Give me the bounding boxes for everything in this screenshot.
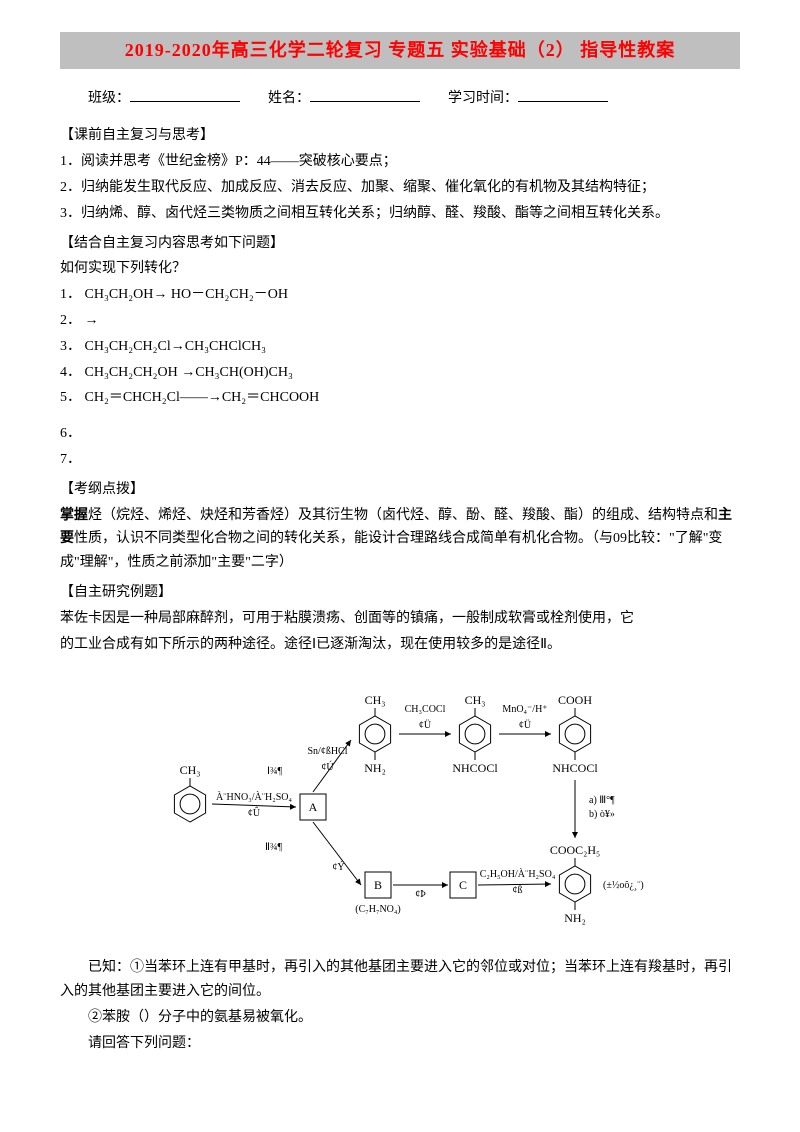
svg-text:COOH: COOH — [558, 693, 592, 707]
svg-text:¢Û: ¢Û — [248, 807, 261, 819]
svg-text:a) Ⅲ°¶: a) Ⅲ°¶ — [589, 795, 615, 806]
svg-text:¢Þ: ¢Þ — [415, 889, 426, 900]
sec2-item: 7． — [60, 448, 740, 472]
svg-text:CH₃COCl: CH₃COCl — [405, 704, 446, 715]
sec3-bold1: 掌握 — [60, 508, 88, 523]
sec3-text1: 烃（烷烃、烯烃、炔烃和芳香烃）及其衍生物（卤代烃、醇、酚、醛、羧酸、酯）的组成、… — [88, 508, 718, 523]
known-3: 请回答下列问题： — [60, 1032, 740, 1056]
svg-text:CH₃: CH₃ — [365, 693, 386, 707]
sec4-p1: 苯佐卡因是一种局部麻醉剂，可用于粘膜溃疡、创面等的镇痛，一般制成软膏或栓剂使用，… — [60, 607, 740, 631]
svg-text:CH₃: CH₃ — [465, 693, 486, 707]
svg-text:CH₃: CH₃ — [180, 763, 201, 777]
svg-text:A: A — [309, 800, 318, 814]
svg-text:Ⅰ¾¶: Ⅰ¾¶ — [267, 766, 282, 777]
sec4-p2: 的工业合成有如下所示的两种途径。途径Ⅰ已逐渐淘汰，现在使用较多的是途径Ⅱ。 — [60, 633, 740, 657]
svg-text:B: B — [374, 878, 382, 892]
svg-text:¢Ú: ¢Ú — [321, 761, 334, 773]
svg-text:¢Ü: ¢Ü — [419, 719, 432, 731]
svg-text:NHCOCl: NHCOCl — [452, 761, 498, 775]
svg-text:(±½oô¿¸¨): (±½oô¿¸¨) — [603, 880, 644, 891]
known-1: 已知：①当苯环上连有甲基时，再引入的其他基团主要进入它的邻位或对位；当苯环上连有… — [60, 956, 740, 1004]
svg-text:NHCOCl: NHCOCl — [552, 761, 598, 775]
svg-text:¢Ý: ¢Ý — [332, 861, 344, 873]
svg-text:MnO₄⁻/H⁺: MnO₄⁻/H⁺ — [502, 704, 547, 715]
sec2-item: 3． CH₃CH₂CH₂Cl→CH₃CHClCH₃ — [60, 335, 740, 359]
sec2-item: 1． CH₃CH₂OH→ HO－CH₂CH₂－OH — [60, 283, 740, 307]
sec2-lead: 如何实现下列转化？ — [60, 257, 740, 281]
synthesis-diagram: CH₃ À¨HNO₃/À¨H₂SO₄ ¢Û A Ⅰ¾¶ Sn/¢ßHCl ¢Ú Ⅱ¾¶ ¢Ý CH… — [60, 664, 740, 944]
section1-head: 【课前自主复习与思考】 — [60, 124, 740, 148]
name-blank[interactable] — [310, 88, 420, 102]
time-label: 学习时间： — [448, 91, 518, 106]
svg-text:C₂H₅OH/À¨H₂SO₄: C₂H₅OH/À¨H₂SO₄ — [480, 868, 556, 880]
section3-head: 【考纲点拨】 — [60, 478, 740, 502]
form-row: 班级： 姓名： 学习时间： — [60, 87, 740, 111]
known-2: ②苯胺（）分子中的氨基易被氧化。 — [60, 1006, 740, 1030]
svg-text:COOC₂H₅: COOC₂H₅ — [550, 843, 600, 857]
svg-text:NH₂: NH₂ — [364, 761, 386, 775]
svg-text:Ⅱ¾¶: Ⅱ¾¶ — [265, 842, 282, 853]
svg-text:b) ò¥»: b) ò¥» — [589, 809, 615, 820]
svg-text:NH₂: NH₂ — [564, 911, 586, 925]
time-blank[interactable] — [518, 88, 608, 102]
class-blank[interactable] — [130, 88, 240, 102]
svg-text:Sn/¢ßHCl: Sn/¢ßHCl — [307, 746, 347, 757]
sec2-item: 4． CH₃CH₂CH₂OH →CH₃CH(OH)CH₃ — [60, 361, 740, 385]
sec1-item: 3．归纳烯、醇、卤代烃三类物质之间相互转化关系；归纳醇、醛、羧酸、酯等之间相互转… — [60, 202, 740, 226]
svg-text:C: C — [459, 878, 467, 892]
sec2-item: 2． → — [60, 309, 740, 333]
svg-text:(C₇H₇NO₄): (C₇H₇NO₄) — [355, 904, 400, 915]
page-title: 2019-2020年高三化学二轮复习 专题五 实验基础（2） 指导性教案 — [60, 32, 740, 69]
sec2-item: 5． CH₂＝CHCH₂Cl——→CH₂＝CHCOOH — [60, 386, 740, 410]
svg-text:¢Ü: ¢Ü — [519, 719, 532, 731]
class-label: 班级： — [88, 91, 130, 106]
svg-text:¢ß: ¢ß — [513, 885, 523, 896]
sec3-body: 掌握烃（烷烃、烯烃、炔烃和芳香烃）及其衍生物（卤代烃、醇、酚、醛、羧酸、酯）的组… — [60, 504, 740, 575]
name-label: 姓名： — [268, 91, 310, 106]
svg-text:À¨HNO₃/À¨H₂SO₄: À¨HNO₃/À¨H₂SO₄ — [216, 791, 293, 803]
section2-head: 【结合自主复习内容思考如下问题】 — [60, 232, 740, 256]
section4-head: 【自主研究例题】 — [60, 581, 740, 605]
sec2-item: 6． — [60, 422, 740, 446]
sec1-item: 2．归纳能发生取代反应、加成反应、消去反应、加聚、缩聚、催化氧化的有机物及其结构… — [60, 176, 740, 200]
sec3-text2: 性质，认识不同类型化合物之间的转化关系，能设计合理路线合成简单有机化合物。（与0… — [60, 531, 722, 570]
sec1-item: 1．阅读并思考《世纪金榜》P：44——突破核心要点； — [60, 150, 740, 174]
